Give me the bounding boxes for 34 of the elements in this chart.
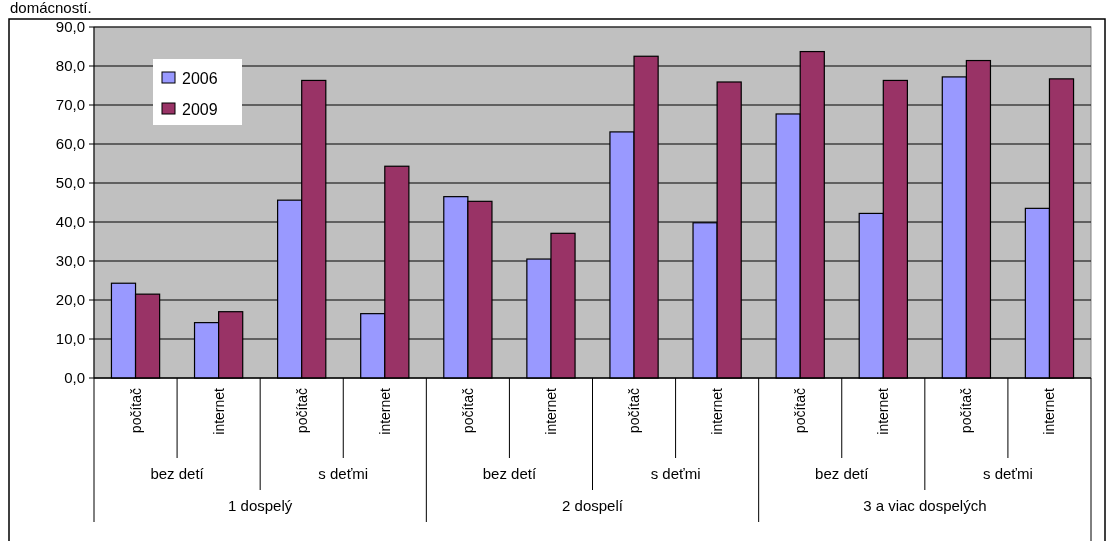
y-tick-label: 90,0 [55, 18, 85, 36]
y-tick-label: 0,0 [64, 369, 85, 387]
x-tick-label: počítač [127, 388, 144, 434]
x-tick-label: počítač [459, 388, 476, 434]
x-tick-label: internet [542, 387, 559, 435]
legend-label: 2009 [182, 100, 218, 118]
y-tick-label: 70,0 [55, 96, 85, 114]
text: bez detí [815, 465, 870, 482]
chart-title: domácností. [10, 0, 92, 16]
text: bez detí [482, 465, 537, 482]
legend-label: 2006 [182, 69, 218, 87]
text: s deťmi [650, 465, 701, 482]
x-tick-label: počítač [958, 388, 975, 434]
x-tick-label: počítač [293, 388, 310, 434]
text: bez detí [150, 465, 205, 482]
y-tick-label: 80,0 [55, 57, 85, 75]
text: 1 dospelý [228, 497, 293, 514]
x-tick-label: internet [1041, 387, 1058, 435]
y-tick-label: 60,0 [55, 135, 85, 153]
text: 2 dospelí [562, 497, 624, 514]
x-tick-label: internet [210, 387, 227, 435]
y-tick-label: 40,0 [55, 213, 85, 231]
x-tick-label: počítač [626, 388, 643, 434]
text: 3 a viac dospelých [863, 497, 987, 514]
y-tick-label: 10,0 [55, 330, 85, 348]
x-tick-label: internet [709, 387, 726, 435]
text: s deťmi [318, 465, 369, 482]
x-tick-label: počítač [792, 388, 809, 434]
y-tick-label: 30,0 [55, 252, 85, 270]
text: s deťmi [983, 465, 1033, 482]
x-tick-label: internet [376, 387, 393, 435]
y-tick-label: 50,0 [55, 174, 85, 192]
x-tick-label: internet [875, 387, 892, 435]
y-tick-label: 20,0 [55, 291, 85, 309]
